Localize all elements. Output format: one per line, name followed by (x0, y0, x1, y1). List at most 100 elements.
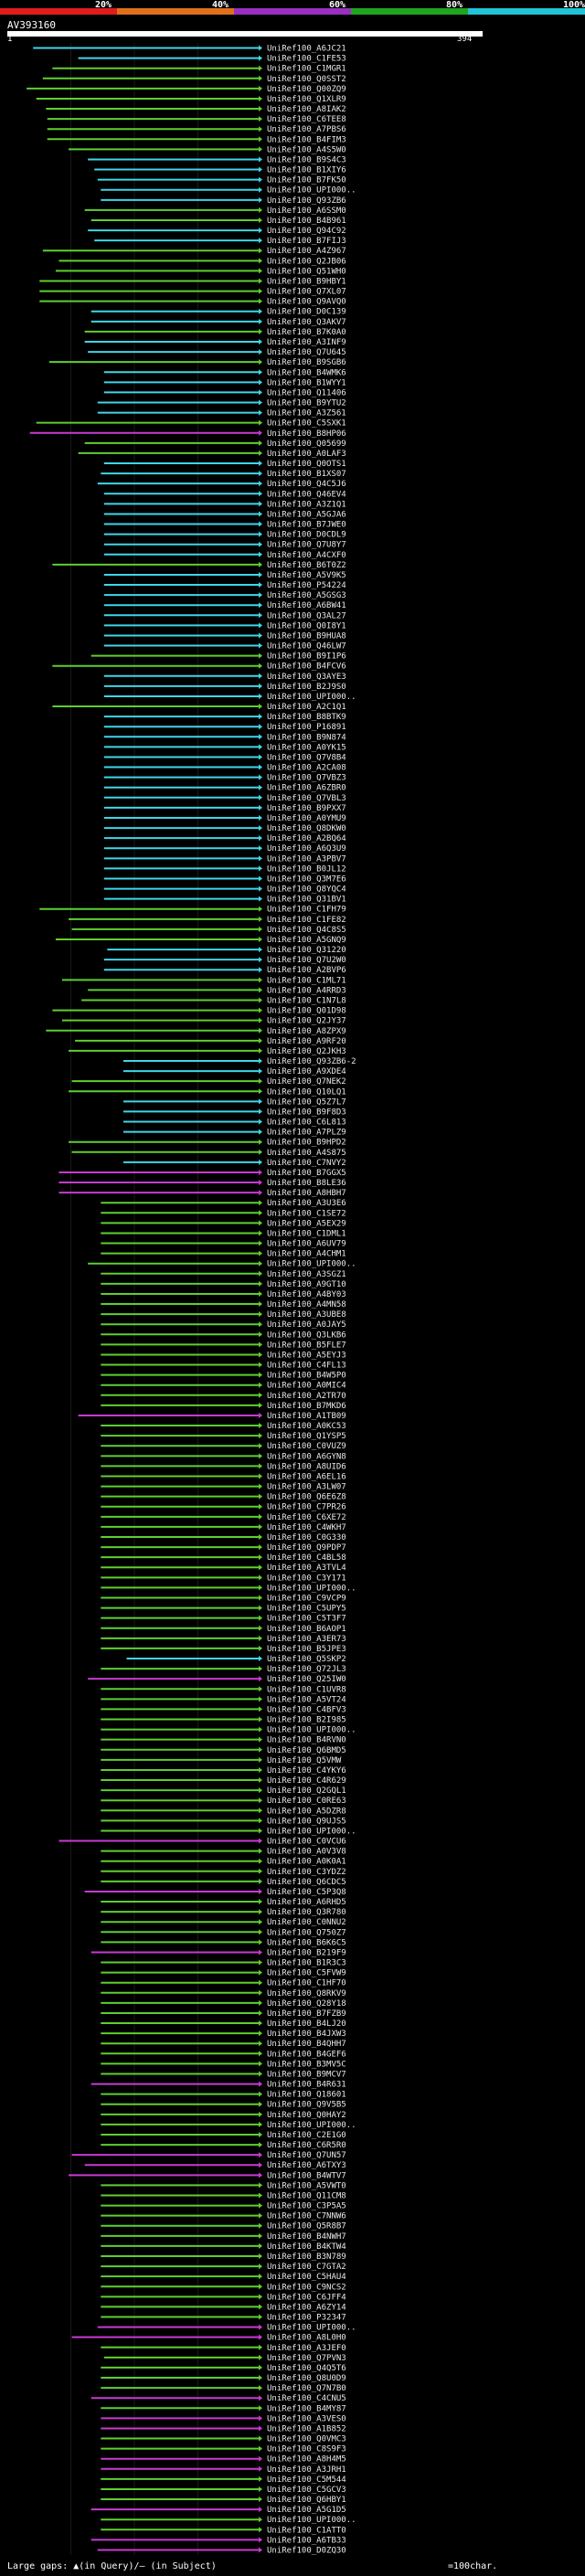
hit-label[interactable]: UniRef100_B7K0A0 (267, 328, 346, 337)
hit-label[interactable]: UniRef100_Q0HAY2 (267, 2111, 346, 2120)
hit-label[interactable]: UniRef100_B9HUA8 (267, 631, 346, 641)
hit-label[interactable]: UniRef100_Q10LQ1 (267, 1087, 346, 1097)
hit-label[interactable]: UniRef100_A5GJA6 (267, 510, 346, 519)
hit-label[interactable]: UniRef100_A8ZPX9 (267, 1027, 346, 1036)
hit-label[interactable]: UniRef100_B1XS07 (267, 470, 346, 479)
hit-label[interactable]: UniRef100_C9VCP9 (267, 1594, 346, 1603)
hit-label[interactable]: UniRef100_Q4C5J6 (267, 480, 346, 489)
hit-label[interactable]: UniRef100_Q25IW0 (267, 1675, 346, 1684)
hit-label[interactable]: UniRef100_B9F8D3 (267, 1108, 346, 1117)
hit-label[interactable]: UniRef100_A5EYJ3 (267, 1351, 346, 1360)
hit-label[interactable]: UniRef100_Q31220 (267, 946, 346, 955)
hit-label[interactable]: UniRef100_Q11CM8 (267, 2191, 346, 2200)
hit-label[interactable]: UniRef100_C4BFV3 (267, 1705, 346, 1714)
hit-label[interactable]: UniRef100_UPI000.. (267, 1726, 356, 1735)
hit-label[interactable]: UniRef100_B3N789 (267, 2253, 346, 2262)
hit-label[interactable]: UniRef100_B7FZB9 (267, 2009, 346, 2019)
hit-label[interactable]: UniRef100_A3ER73 (267, 1635, 346, 1644)
hit-label[interactable]: UniRef100_C6R5R0 (267, 2141, 346, 2150)
hit-label[interactable]: UniRef100_Q9UJS5 (267, 1817, 346, 1826)
hit-label[interactable]: UniRef100_C1ML71 (267, 976, 346, 985)
hit-label[interactable]: UniRef100_A8IAK2 (267, 105, 346, 114)
hit-label[interactable]: UniRef100_B8HP06 (267, 429, 346, 439)
hit-label[interactable]: UniRef100_B4R631 (267, 2081, 346, 2090)
hit-label[interactable]: UniRef100_Q46EV4 (267, 490, 346, 499)
hit-label[interactable]: UniRef100_A3JRH1 (267, 2465, 346, 2475)
hit-label[interactable]: UniRef100_A8UID6 (267, 1462, 346, 1471)
hit-label[interactable]: UniRef100_A0MIC4 (267, 1382, 346, 1391)
hit-label[interactable]: UniRef100_Q1XLR9 (267, 95, 346, 104)
hit-label[interactable]: UniRef100_C0RE63 (267, 1797, 346, 1806)
hit-label[interactable]: UniRef100_C5FVW9 (267, 1969, 346, 1978)
hit-label[interactable]: UniRef100_A6TB33 (267, 2536, 346, 2545)
hit-label[interactable]: UniRef100_B0JL12 (267, 864, 346, 874)
hit-label[interactable]: UniRef100_A6Q3U9 (267, 844, 346, 853)
hit-label[interactable]: UniRef100_A8HBH7 (267, 1189, 346, 1198)
hit-label[interactable]: UniRef100_Q8RKV9 (267, 1989, 346, 1998)
hit-label[interactable]: UniRef100_A5VWT0 (267, 2181, 346, 2190)
hit-label[interactable]: UniRef100_C1UVR8 (267, 1685, 346, 1694)
hit-label[interactable]: UniRef100_A2C1Q1 (267, 703, 346, 712)
hit-label[interactable]: UniRef100_C1SE72 (267, 1209, 346, 1218)
hit-label[interactable]: UniRef100_B9I1P6 (267, 652, 346, 662)
hit-label[interactable]: UniRef100_A3U3E6 (267, 1199, 346, 1208)
hit-label[interactable]: UniRef100_B4WMK6 (267, 368, 346, 377)
hit-label[interactable]: UniRef100_C5T3F7 (267, 1615, 346, 1624)
hit-label[interactable]: UniRef100_B6T0Z2 (267, 561, 346, 570)
hit-label[interactable]: UniRef100_Q7V8B4 (267, 753, 346, 762)
hit-label[interactable]: UniRef100_B4MY87 (267, 2404, 346, 2413)
hit-label[interactable]: UniRef100_Q2JB06 (267, 257, 346, 266)
hit-label[interactable]: UniRef100_B4NWH7 (267, 2232, 346, 2242)
hit-label[interactable]: UniRef100_B4GEF6 (267, 2050, 346, 2059)
hit-label[interactable]: UniRef100_P16891 (267, 723, 346, 732)
hit-label[interactable]: UniRef100_C0VUZ9 (267, 1442, 346, 1451)
hit-label[interactable]: UniRef100_P54224 (267, 581, 346, 590)
hit-label[interactable]: UniRef100_C6TEE8 (267, 115, 346, 124)
hit-label[interactable]: UniRef100_C5UPY5 (267, 1605, 346, 1614)
hit-label[interactable]: UniRef100_C6JFF4 (267, 2293, 346, 2302)
hit-label[interactable]: UniRef100_D0ZQ30 (267, 2546, 346, 2555)
hit-label[interactable]: UniRef100_B9SGB6 (267, 358, 346, 367)
hit-label[interactable]: UniRef100_Q7PVN3 (267, 2354, 346, 2363)
hit-label[interactable]: UniRef100_Q3AL27 (267, 611, 346, 620)
hit-label[interactable]: UniRef100_UPI000.. (267, 1260, 356, 1269)
hit-label[interactable]: UniRef100_B8BTK9 (267, 713, 346, 722)
hit-label[interactable]: UniRef100_B4QHH7 (267, 2040, 346, 2049)
hit-label[interactable]: UniRef100_Q7VBZ3 (267, 774, 346, 783)
hit-label[interactable]: UniRef100_C1ATT0 (267, 2526, 346, 2535)
hit-label[interactable]: UniRef100_B4W5P0 (267, 1372, 346, 1381)
hit-label[interactable]: UniRef100_C1FE82 (267, 916, 346, 925)
hit-label[interactable]: UniRef100_B7GGX5 (267, 1169, 346, 1178)
hit-label[interactable]: UniRef100_A4S5W0 (267, 145, 346, 154)
hit-label[interactable]: UniRef100_Q3LKB6 (267, 1330, 346, 1340)
hit-label[interactable]: UniRef100_B9HPD2 (267, 1139, 346, 1148)
hit-label[interactable]: UniRef100_B7MKD6 (267, 1402, 346, 1411)
hit-label[interactable]: UniRef100_Q7XL07 (267, 288, 346, 297)
hit-label[interactable]: UniRef100_C5P3Q8 (267, 1888, 346, 1897)
hit-label[interactable]: UniRef100_UPI000.. (267, 2121, 356, 2130)
hit-label[interactable]: UniRef100_A6ZBR0 (267, 784, 346, 793)
hit-label[interactable]: UniRef100_A6EL16 (267, 1472, 346, 1481)
hit-label[interactable]: UniRef100_A5EX29 (267, 1219, 346, 1228)
hit-label[interactable]: UniRef100_Q2JKH3 (267, 1047, 346, 1056)
hit-label[interactable]: UniRef100_Q7U8Y7 (267, 541, 346, 550)
hit-label[interactable]: UniRef100_Q6BMD5 (267, 1746, 346, 1755)
hit-label[interactable]: UniRef100_A6JC21 (267, 45, 346, 54)
hit-label[interactable]: UniRef100_B9PXX7 (267, 804, 346, 813)
hit-label[interactable]: UniRef100_Q8DKW0 (267, 824, 346, 833)
hit-label[interactable]: UniRef100_B4RVN0 (267, 1736, 346, 1745)
hit-label[interactable]: UniRef100_B9MCV7 (267, 2070, 346, 2079)
hit-label[interactable]: UniRef100_A6RHD5 (267, 1898, 346, 1907)
hit-label[interactable]: UniRef100_Q9PDP7 (267, 1543, 346, 1553)
hit-label[interactable]: UniRef100_C0VCU6 (267, 1838, 346, 1847)
hit-label[interactable]: UniRef100_B7FIJ3 (267, 237, 346, 246)
hit-label[interactable]: UniRef100_Q0VMC3 (267, 2435, 346, 2444)
hit-label[interactable]: UniRef100_A0LAF3 (267, 450, 346, 459)
hit-label[interactable]: UniRef100_UPI000.. (267, 2516, 356, 2525)
hit-label[interactable]: UniRef100_B4B961 (267, 217, 346, 226)
hit-label[interactable]: UniRef100_A2TR70 (267, 1392, 346, 1401)
hit-label[interactable]: UniRef100_B7JWE0 (267, 521, 346, 530)
hit-label[interactable]: UniRef100_B2J9S0 (267, 683, 346, 692)
hit-label[interactable]: UniRef100_Q11406 (267, 388, 346, 398)
hit-label[interactable]: UniRef100_Q8U0D9 (267, 2374, 346, 2383)
